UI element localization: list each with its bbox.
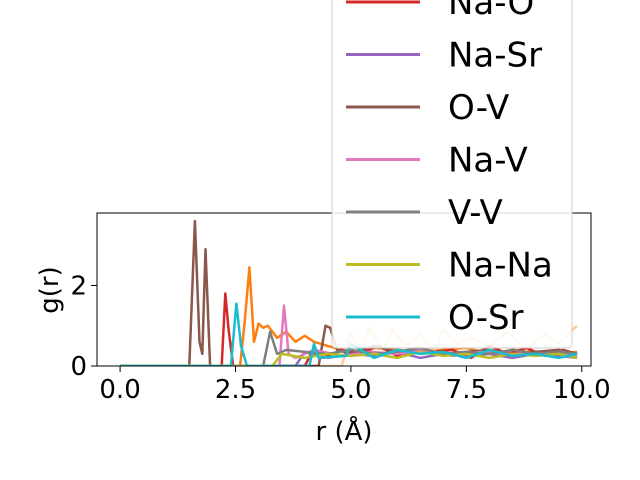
x-tick-label: 7.5 bbox=[446, 375, 487, 405]
legend-label-o-sr: O-Sr bbox=[448, 298, 524, 338]
legend-label-v-v: V-V bbox=[448, 193, 503, 233]
x-tick-label: 5.0 bbox=[330, 375, 371, 405]
y-tick-label: 0 bbox=[70, 352, 87, 382]
y-ticks: 02 bbox=[70, 271, 97, 382]
x-axis-label: r (Å) bbox=[315, 415, 372, 447]
legend-label-na-v: Na-V bbox=[448, 141, 528, 181]
series-line-o-sr bbox=[120, 302, 578, 366]
x-ticks: 0.0 2.5 5.0 7.5 10.0 bbox=[99, 366, 611, 405]
legend-label-o-v: O-V bbox=[448, 88, 509, 128]
legend-box bbox=[331, 0, 573, 349]
y-tick-label: 2 bbox=[70, 271, 87, 301]
x-tick-label: 10.0 bbox=[553, 375, 611, 405]
x-tick-label: 2.5 bbox=[215, 375, 256, 405]
legend-label-na-sr: Na-Sr bbox=[448, 36, 542, 76]
legend: Na-O Na-Sr O-V Na-V V-V Na-Na O-Sr bbox=[331, 0, 573, 349]
series-layer bbox=[120, 219, 578, 366]
x-tick-label: 0.0 bbox=[99, 375, 140, 405]
y-axis-label: g(r) bbox=[35, 266, 65, 313]
legend-label-na-o: Na-O bbox=[448, 0, 534, 23]
legend-label-na-na: Na-Na bbox=[448, 246, 553, 286]
